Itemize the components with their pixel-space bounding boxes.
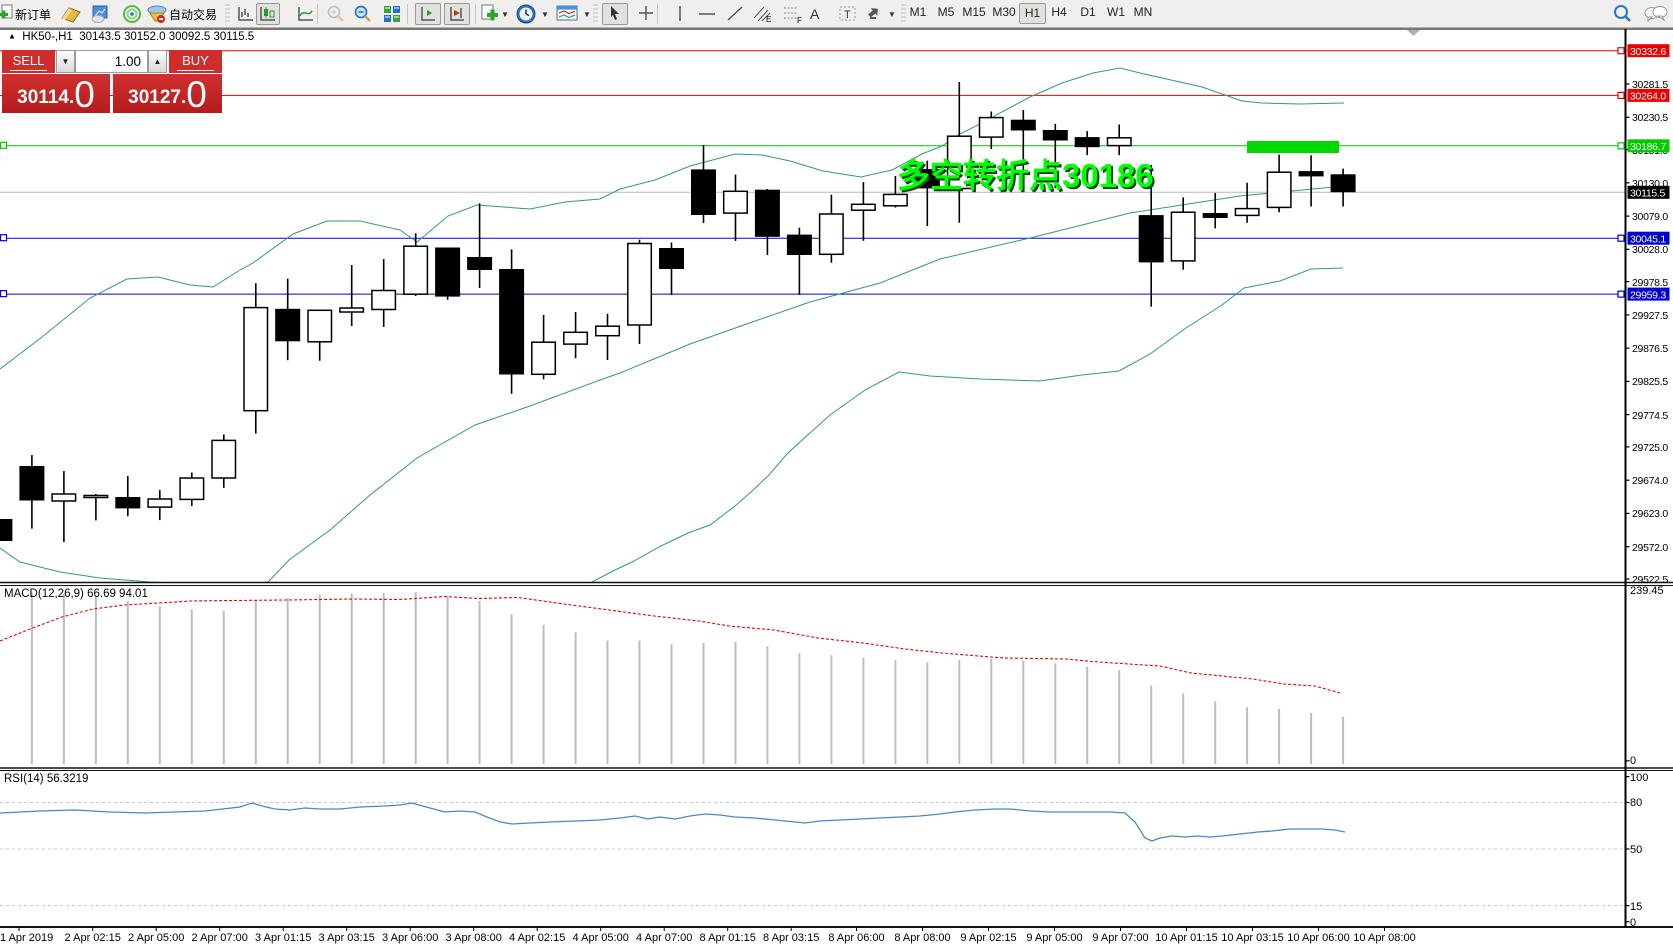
- svg-text:1 Apr 2019: 1 Apr 2019: [0, 932, 53, 944]
- svg-text:2 Apr 02:15: 2 Apr 02:15: [65, 932, 121, 944]
- svg-text:2 Apr 07:00: 2 Apr 07:00: [192, 932, 248, 944]
- svg-text:3 Apr 08:00: 3 Apr 08:00: [446, 932, 502, 944]
- svg-text:30332.6: 30332.6: [1630, 46, 1666, 58]
- svg-text:T: T: [844, 9, 851, 21]
- svg-text:8 Apr 08:00: 8 Apr 08:00: [894, 932, 950, 944]
- svg-text:29522.5: 29522.5: [1632, 574, 1668, 586]
- svg-text:30079.0: 30079.0: [1632, 211, 1668, 223]
- svg-text:8 Apr 03:15: 8 Apr 03:15: [763, 932, 819, 944]
- svg-text:F: F: [797, 16, 802, 24]
- svg-text:4 Apr 05:00: 4 Apr 05:00: [573, 932, 629, 944]
- svg-text:0: 0: [1630, 755, 1636, 767]
- svg-text:50: 50: [1630, 844, 1642, 856]
- svg-text:9 Apr 02:15: 9 Apr 02:15: [960, 932, 1016, 944]
- svg-text:8 Apr 01:15: 8 Apr 01:15: [700, 932, 756, 944]
- svg-text:10 Apr 08:00: 10 Apr 08:00: [1353, 932, 1415, 944]
- svg-text:0: 0: [1630, 917, 1636, 929]
- svg-text:30281.5: 30281.5: [1632, 79, 1668, 91]
- svg-text:239.45: 239.45: [1630, 585, 1664, 597]
- svg-text:10 Apr 01:15: 10 Apr 01:15: [1155, 932, 1217, 944]
- svg-text:29572.0: 29572.0: [1632, 542, 1668, 554]
- svg-text:30186.7: 30186.7: [1630, 141, 1666, 153]
- svg-text:RSI(14) 56.3219: RSI(14) 56.3219: [4, 773, 88, 785]
- svg-text:100: 100: [1630, 772, 1648, 784]
- svg-text:29876.5: 29876.5: [1632, 343, 1668, 355]
- svg-text:9 Apr 07:00: 9 Apr 07:00: [1092, 932, 1148, 944]
- svg-text:2 Apr 05:00: 2 Apr 05:00: [128, 932, 184, 944]
- svg-text:29623.0: 29623.0: [1632, 508, 1668, 520]
- svg-text:30115.5: 30115.5: [1630, 188, 1666, 200]
- svg-text:4 Apr 07:00: 4 Apr 07:00: [636, 932, 692, 944]
- svg-text:3 Apr 01:15: 3 Apr 01:15: [255, 932, 311, 944]
- svg-text:29725.0: 29725.0: [1632, 442, 1668, 454]
- svg-text:30028.0: 30028.0: [1632, 244, 1668, 256]
- svg-text:29774.5: 29774.5: [1632, 410, 1668, 422]
- svg-text:MACD(12,26,9) 66.69 94.01: MACD(12,26,9) 66.69 94.01: [4, 588, 148, 600]
- svg-text:29959.3: 29959.3: [1630, 289, 1666, 301]
- svg-text:E: E: [766, 15, 771, 24]
- svg-text:29978.5: 29978.5: [1632, 277, 1668, 289]
- svg-text:3 Apr 03:15: 3 Apr 03:15: [319, 932, 375, 944]
- svg-text:30264.0: 30264.0: [1630, 91, 1666, 103]
- svg-text:80: 80: [1630, 797, 1642, 809]
- svg-text:10 Apr 06:00: 10 Apr 06:00: [1287, 932, 1349, 944]
- svg-text:4 Apr 02:15: 4 Apr 02:15: [509, 932, 565, 944]
- svg-text:8 Apr 06:00: 8 Apr 06:00: [828, 932, 884, 944]
- svg-text:29927.5: 29927.5: [1632, 310, 1668, 322]
- svg-text:9 Apr 05:00: 9 Apr 05:00: [1026, 932, 1082, 944]
- svg-text:30045.1: 30045.1: [1630, 233, 1666, 245]
- svg-text:29674.0: 29674.0: [1632, 475, 1668, 487]
- svg-text:10 Apr 03:15: 10 Apr 03:15: [1221, 932, 1283, 944]
- svg-text:15: 15: [1630, 901, 1642, 913]
- svg-text:3 Apr 06:00: 3 Apr 06:00: [382, 932, 438, 944]
- svg-text:30230.5: 30230.5: [1632, 112, 1668, 124]
- svg-text:29825.5: 29825.5: [1632, 376, 1668, 388]
